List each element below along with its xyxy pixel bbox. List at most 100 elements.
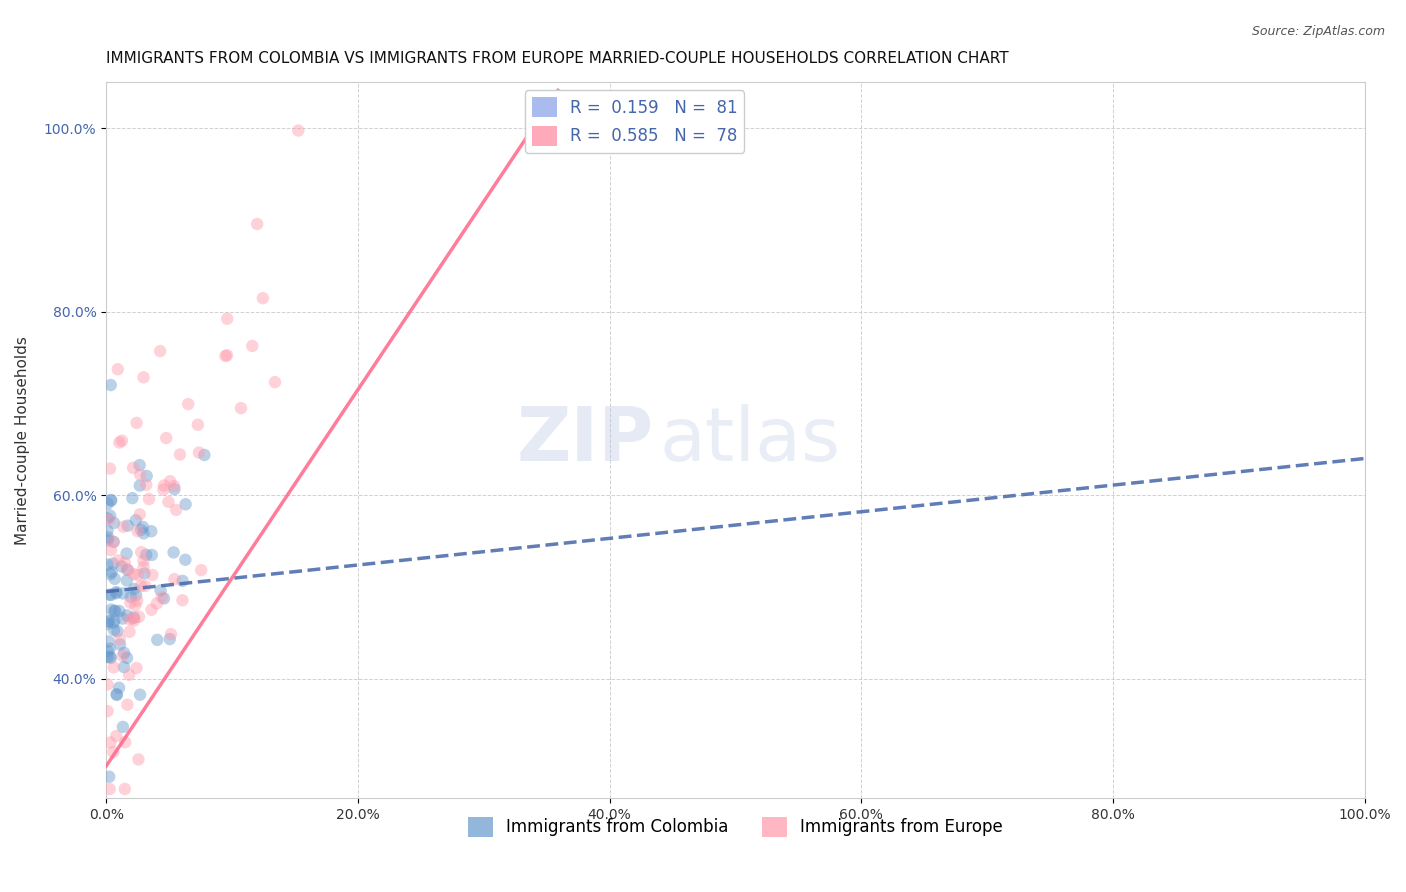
Point [105, 688, 128, 702]
Point [98, 508, 121, 523]
Point [264, 375, 287, 389]
Point [115, 574, 138, 588]
Point [100, 543, 122, 558]
Point [122, 610, 145, 624]
Point [128, 508, 150, 522]
Point [141, 568, 163, 582]
Point [98, 588, 121, 602]
Point [165, 503, 187, 517]
Point [128, 458, 150, 472]
Point [97, 497, 120, 511]
Point [97, 615, 120, 629]
Point [118, 668, 141, 682]
Point [187, 417, 209, 432]
Point [101, 557, 124, 571]
Point [111, 648, 134, 663]
Point [132, 520, 155, 534]
Point [127, 593, 149, 607]
Point [132, 554, 155, 568]
Legend: Immigrants from Colombia, Immigrants from Europe: Immigrants from Colombia, Immigrants fro… [461, 810, 1010, 844]
Point [122, 460, 145, 475]
Point [169, 448, 191, 462]
Point [105, 624, 128, 639]
Point [117, 563, 139, 577]
Point [124, 599, 146, 613]
Point [100, 588, 122, 602]
Point [287, 123, 309, 137]
Point [132, 526, 155, 541]
Point [98, 614, 121, 628]
Point [157, 495, 180, 509]
Point [214, 349, 236, 363]
Point [117, 518, 139, 533]
Point [229, 401, 252, 416]
Point [125, 588, 148, 602]
Point [129, 579, 152, 593]
Text: ZIP: ZIP [516, 404, 654, 476]
Point [122, 567, 145, 582]
Point [103, 535, 125, 549]
Point [112, 646, 135, 660]
Point [100, 567, 122, 582]
Point [135, 478, 157, 492]
Point [103, 745, 125, 759]
Point [105, 585, 128, 599]
Point [96, 558, 118, 572]
Point [153, 478, 176, 492]
Point [105, 729, 128, 743]
Point [111, 611, 134, 625]
Point [217, 311, 239, 326]
Point [121, 491, 143, 505]
Point [115, 651, 138, 665]
Point [105, 687, 128, 701]
Point [163, 572, 186, 586]
Point [115, 608, 138, 623]
Point [128, 609, 150, 624]
Text: Source: ZipAtlas.com: Source: ZipAtlas.com [1251, 25, 1385, 38]
Point [138, 491, 160, 506]
Point [146, 632, 169, 647]
Point [103, 534, 125, 549]
Point [108, 638, 131, 652]
Point [120, 596, 142, 610]
Point [117, 563, 139, 577]
Point [97, 533, 120, 548]
Point [125, 661, 148, 675]
Point [118, 612, 141, 626]
Point [129, 545, 152, 559]
Point [96, 649, 118, 664]
Point [146, 596, 169, 610]
Point [100, 493, 122, 508]
Point [112, 520, 135, 534]
Point [135, 469, 157, 483]
Point [100, 602, 122, 616]
Point [252, 291, 274, 305]
Point [103, 623, 125, 637]
Point [108, 681, 131, 695]
Point [114, 735, 136, 749]
Point [96, 616, 118, 631]
Point [141, 548, 163, 562]
Point [160, 627, 183, 641]
Point [118, 624, 141, 639]
Point [97, 634, 120, 648]
Point [117, 698, 139, 712]
Text: atlas: atlas [659, 404, 841, 476]
Point [188, 445, 211, 459]
Point [98, 513, 121, 527]
Point [103, 614, 125, 628]
Point [96, 677, 118, 691]
Point [120, 590, 142, 604]
Point [114, 781, 136, 796]
Point [152, 483, 174, 497]
Point [98, 641, 121, 656]
Point [149, 583, 172, 598]
Point [108, 435, 131, 450]
Point [98, 461, 121, 475]
Point [103, 516, 125, 530]
Point [108, 632, 131, 646]
Point [134, 566, 156, 581]
Point [240, 339, 263, 353]
Point [104, 572, 127, 586]
Point [103, 615, 125, 630]
